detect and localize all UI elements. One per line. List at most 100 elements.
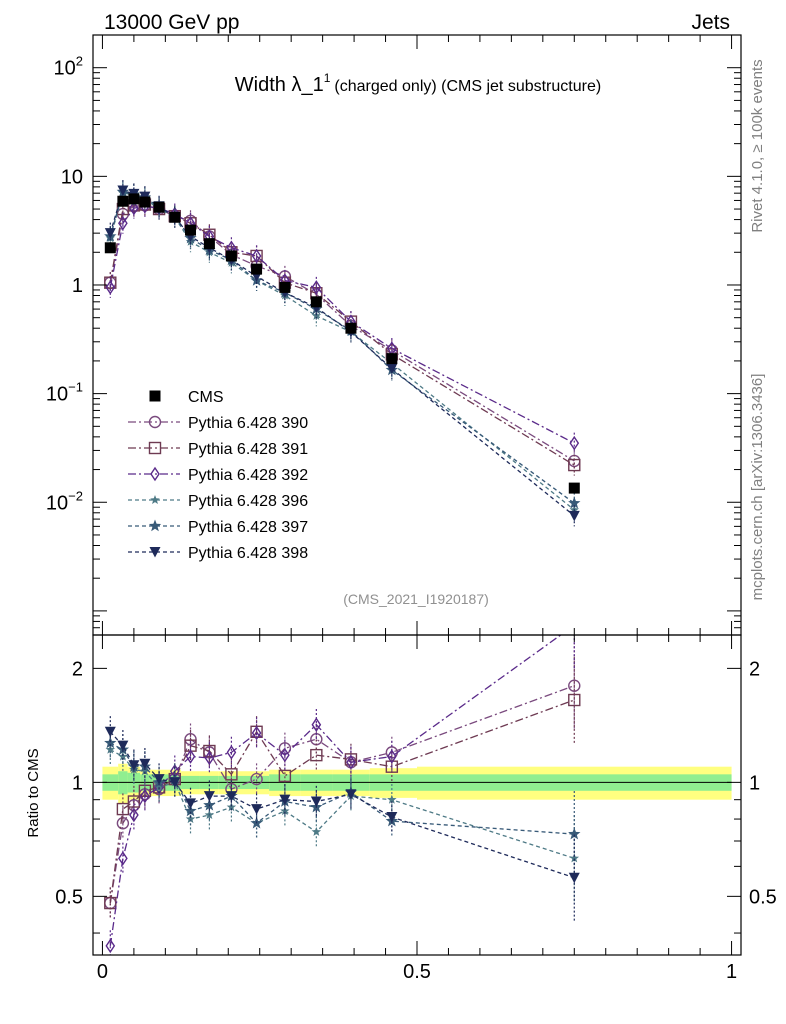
ratio-point xyxy=(203,791,215,802)
ratio-point xyxy=(278,742,292,755)
ratio-point xyxy=(278,769,292,783)
ratio-y-tick-label: 0.5 xyxy=(55,886,83,908)
ratio-line xyxy=(109,742,575,835)
ratio-point xyxy=(569,853,580,863)
ratio-point xyxy=(139,758,151,770)
ratio-axis-label: Ratio to CMS xyxy=(25,748,42,837)
ratio-point xyxy=(346,754,356,770)
ratio-point xyxy=(310,733,323,746)
legend-entry: Pythia 6.428 396 xyxy=(128,493,308,510)
legend-entry-cms: CMS xyxy=(149,389,224,406)
cms-data-point xyxy=(169,211,181,223)
ratio-point xyxy=(251,725,262,741)
series-line xyxy=(109,189,575,517)
legend-marker-cms xyxy=(149,390,161,402)
ratio-point xyxy=(184,804,197,817)
ratio-y-tick-label-right: 1 xyxy=(749,772,760,794)
ratio-point xyxy=(226,745,237,760)
legend-marker xyxy=(150,495,160,505)
ratio-point xyxy=(386,749,397,764)
series-pythia-6-428-392 xyxy=(105,195,580,454)
ratio-point xyxy=(568,827,581,840)
y-tick-label: 1 xyxy=(72,275,83,297)
legend-entry: Pythia 6.428 392 xyxy=(128,466,308,484)
legend-entry: Pythia 6.428 390 xyxy=(128,415,308,432)
ratio-point xyxy=(118,751,128,761)
y-tick-label: 102 xyxy=(54,54,83,80)
legend-marker xyxy=(148,415,162,429)
ratio-point xyxy=(140,788,150,804)
x-tick-label: 0 xyxy=(97,961,108,983)
ratio-series-pythia-6-428-397 xyxy=(104,727,581,878)
series-pythia-6-428-391 xyxy=(104,194,581,476)
data-point xyxy=(386,363,398,375)
series-line xyxy=(109,205,575,444)
cms-data-point xyxy=(128,193,140,205)
cms-data-point xyxy=(225,250,237,262)
ratio-point xyxy=(116,802,130,816)
legend-label: Pythia 6.428 398 xyxy=(188,545,308,562)
ratio-point xyxy=(184,733,197,746)
legend-entry: Pythia 6.428 397 xyxy=(128,519,308,536)
ratio-point xyxy=(387,794,397,804)
header-category-label: Jets xyxy=(691,11,730,34)
ratio-point xyxy=(280,747,290,763)
legend-label: Pythia 6.428 396 xyxy=(188,493,308,510)
ratio-point xyxy=(568,679,581,692)
plot-title-sub: (charged only) (CMS jet substructure) xyxy=(334,78,601,95)
cms-data-point xyxy=(568,482,580,494)
ratio-point xyxy=(185,749,196,764)
ratio-point xyxy=(344,753,358,766)
ratio-point xyxy=(226,802,237,812)
ratio-point xyxy=(345,789,357,800)
data-point xyxy=(105,280,116,295)
ratio-point xyxy=(204,750,215,766)
series-pythia-6-428-390 xyxy=(104,194,581,472)
cms-data-point xyxy=(386,353,398,365)
data-point xyxy=(129,200,139,216)
data-point xyxy=(251,248,262,264)
x-tick-label: 1 xyxy=(726,961,737,983)
ratio-point xyxy=(568,872,580,884)
legend-label: Pythia 6.428 391 xyxy=(188,441,308,458)
cms-data-point xyxy=(279,281,291,293)
legend-label: Pythia 6.428 392 xyxy=(188,467,308,484)
data-point xyxy=(117,185,129,197)
mcplots-label: mcplots.cern.ch [arXiv:1306.3436] xyxy=(749,374,766,601)
header-process-label: 13000 GeV pp xyxy=(104,11,239,34)
ratio-y-tick-label: 2 xyxy=(72,658,83,680)
ratio-point xyxy=(153,774,165,785)
ratio-point xyxy=(117,740,129,752)
legend-marker xyxy=(148,441,162,455)
series-line xyxy=(109,192,575,511)
legend-marker xyxy=(149,547,161,558)
cms-data-point xyxy=(153,201,165,213)
ratio-line xyxy=(109,699,575,904)
ratio-point xyxy=(140,766,150,776)
series-line xyxy=(109,191,575,504)
series-line xyxy=(109,203,575,466)
series-pythia-6-428-396 xyxy=(105,182,580,521)
ratio-point xyxy=(279,794,291,806)
ratio-point xyxy=(129,807,139,823)
ratio-point xyxy=(185,814,196,824)
legend-label: CMS xyxy=(188,389,224,406)
ratio-point xyxy=(105,938,116,954)
ratio-y-tick-label-right: 2 xyxy=(749,658,760,680)
data-point xyxy=(568,458,581,472)
ratio-point xyxy=(568,693,581,707)
cms-data-point xyxy=(117,195,129,207)
legend-entry: Pythia 6.428 391 xyxy=(128,441,308,458)
legend-entry: Pythia 6.428 398 xyxy=(128,545,308,562)
ratio-point xyxy=(310,796,322,808)
cms-data-point xyxy=(203,238,215,250)
ratio-point xyxy=(203,744,216,758)
ratio-line xyxy=(109,635,562,946)
rivet-version-label: Rivet 4.1.0, ≥ 100k events xyxy=(749,59,766,232)
ratio-point xyxy=(104,726,116,738)
legend-label: Pythia 6.428 390 xyxy=(188,415,308,432)
ratio-point xyxy=(311,826,322,836)
analysis-id-label: (CMS_2021_I1920187) xyxy=(343,591,489,607)
y-tick-label: 10 xyxy=(61,166,83,188)
cms-data-point xyxy=(104,242,116,254)
